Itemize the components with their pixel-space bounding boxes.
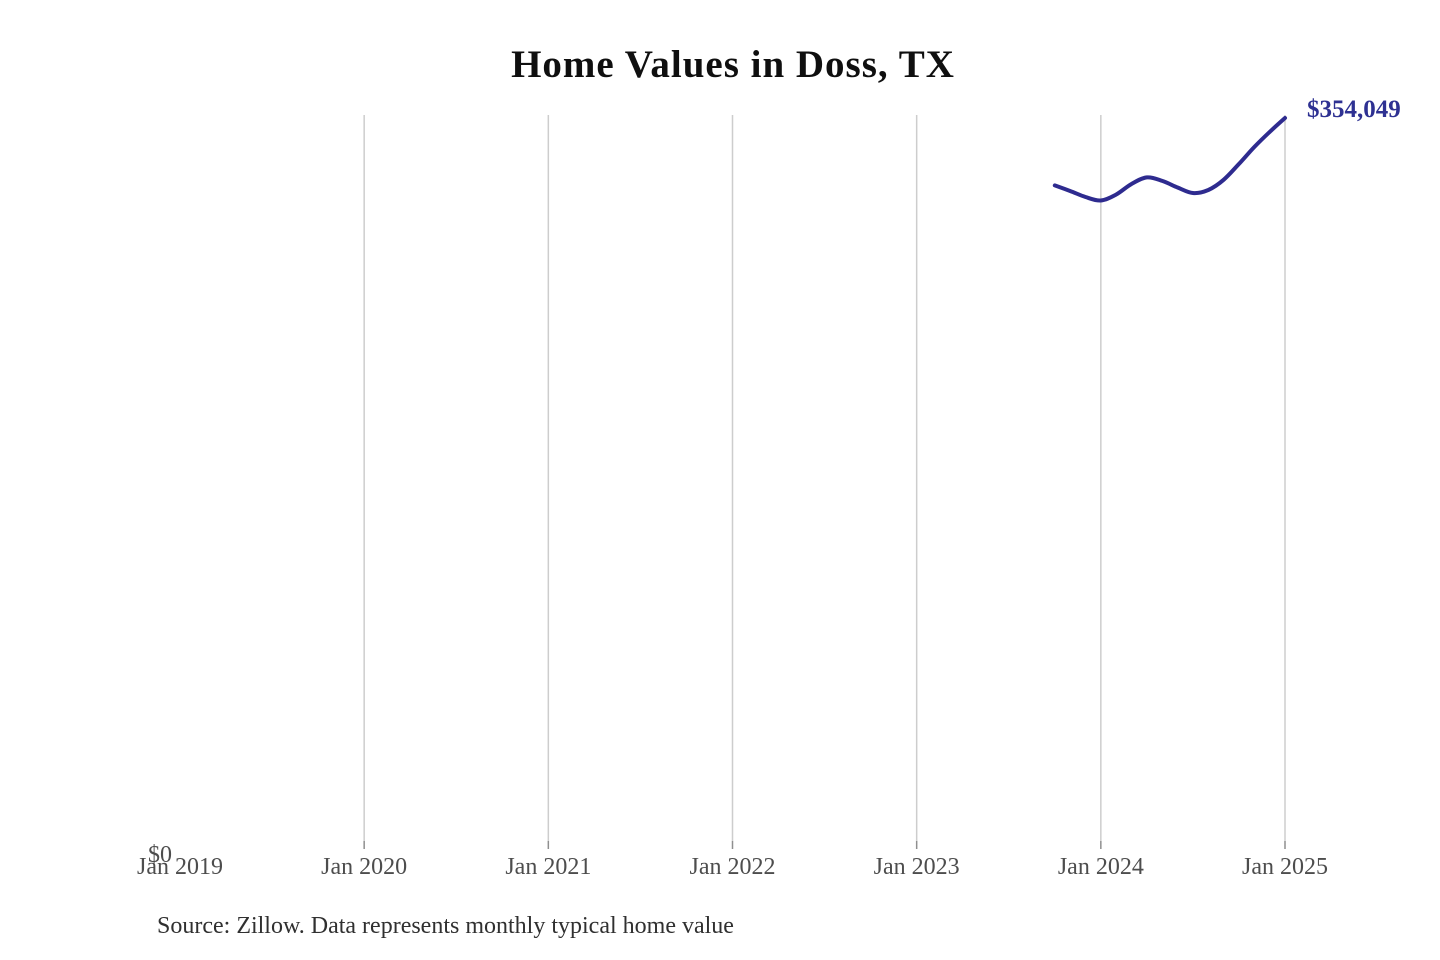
- y-axis-zero-label: $0: [148, 842, 172, 868]
- chart-title: Home Values in Doss, TX: [511, 43, 955, 86]
- x-axis-tick-label: Jan 2025: [1242, 854, 1328, 880]
- x-axis-tick-label: Jan 2021: [505, 854, 592, 880]
- x-axis-tick-label: Jan 2023: [873, 854, 960, 880]
- home-value-line-series: [1052, 116, 1287, 203]
- x-axis-tick-label: Jan 2020: [321, 854, 408, 880]
- vertical-gridlines: [363, 115, 1286, 841]
- x-axis-ticks: [363, 841, 1286, 849]
- x-axis-tick-label: Jan 2024: [1057, 854, 1144, 880]
- x-axis-tick-label: Jan 2022: [689, 854, 776, 880]
- series-end-value-label: $354,049: [1307, 96, 1401, 123]
- x-axis-tick-label: Jan 2019: [137, 854, 223, 880]
- source-note: Source: Zillow. Data represents monthly …: [157, 913, 734, 939]
